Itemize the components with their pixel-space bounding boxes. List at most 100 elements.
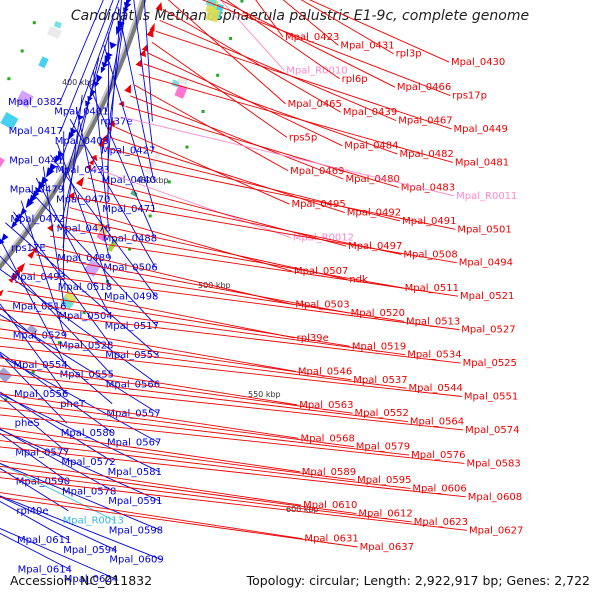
gene-label: Mpal_0465 — [288, 99, 342, 110]
gene-label: Mpal_0624 — [64, 574, 118, 585]
minus-strand-gene-arrow — [124, 84, 131, 94]
gene-leader-line — [20, 200, 66, 336]
functional-category-block — [174, 84, 188, 99]
gc-skew-marker — [240, 0, 244, 3]
gene-leader-line — [7, 290, 351, 347]
gene-leader-line — [117, 6, 155, 180]
gene-leader-line — [59, 0, 104, 103]
plus-strand-gene-arrow — [57, 150, 64, 159]
gene-leader-line — [0, 440, 411, 489]
minus-strand-gene-arrow — [90, 154, 98, 162]
gene-label: Mpal_0529 — [13, 331, 67, 342]
gene-label: Mpal_0423 — [285, 32, 339, 43]
gene-label: Mpal_0516 — [12, 301, 66, 312]
gene-leader-line — [75, 107, 110, 258]
gene-label: Mpal_0479 — [10, 185, 64, 196]
gene-leader-line — [155, 30, 452, 130]
minus-strand-gene-arrow — [16, 262, 26, 273]
gene-leader-line — [75, 197, 457, 264]
gene-leader-line — [0, 492, 303, 540]
gene-leader-line — [0, 255, 112, 375]
gene-leader-line — [0, 393, 160, 473]
gene-label: Mpal_0484 — [344, 141, 398, 152]
gene-leader-line — [0, 427, 300, 473]
functional-category-block — [153, 152, 161, 160]
gene-leader-line — [0, 393, 299, 439]
gene-leader-line — [139, 74, 453, 163]
gene-leader-line — [69, 207, 293, 272]
scale-tick-label: 600 kbp — [286, 505, 319, 514]
plus-strand-gene-arrow — [25, 198, 34, 209]
gene-leader-line — [0, 400, 354, 448]
gene-leader-line — [167, 0, 286, 105]
gene-label: Mpal_0467 — [398, 116, 452, 127]
gene-leader-line — [0, 477, 468, 531]
gene-leader-line — [106, 0, 122, 171]
gene-label: Mpal_0488 — [103, 233, 157, 244]
gene-leader-line — [87, 82, 156, 239]
minus-strand-gene-arrow — [10, 272, 18, 280]
gene-label: Mpal_0574 — [465, 425, 519, 436]
gene-leader-line — [0, 337, 407, 389]
minus-strand-gene-arrow — [146, 27, 154, 38]
gene-leader-line — [0, 496, 116, 551]
gene-label: Mpal_0489 — [57, 253, 111, 264]
gene-leader-line — [0, 528, 116, 580]
plus-strand-gene-arrow — [19, 208, 27, 217]
gene-label: Mpal_0614 — [18, 564, 72, 575]
gene-label: rpl3p — [396, 49, 422, 60]
gene-leader-line — [115, 126, 290, 205]
functional-category-block — [205, 7, 221, 23]
gc-skew-marker — [167, 180, 171, 184]
gene-label: Mpal_0595 — [357, 475, 411, 486]
gene-leader-line — [282, 0, 339, 46]
plus-strand-gene-arrow — [109, 41, 117, 50]
gene-label: Mpal_0495 — [291, 199, 345, 210]
gene-label: Mpal_0591 — [108, 496, 162, 507]
gene-leader-line — [56, 226, 403, 289]
gene-label: Mpal_0472 — [10, 214, 64, 225]
gene-label: Mpal_0610 — [303, 500, 357, 511]
gene-leader-line — [309, 0, 450, 63]
functional-category-block — [83, 259, 102, 277]
gene-leader-line — [61, 19, 114, 190]
gc-skew-marker — [201, 110, 205, 114]
gene-leader-line — [130, 95, 344, 180]
gene-leader-line — [0, 299, 406, 356]
gene-label: Mpal_0553 — [105, 350, 159, 361]
gene-leader-line — [60, 0, 114, 132]
gene-leader-line — [255, 0, 284, 38]
gene-label: Mpal_0527 — [461, 325, 515, 336]
gene-label: Mpal_0382 — [8, 97, 62, 108]
gene-label: Mpal_0546 — [298, 366, 352, 377]
gene-label: Mpal_0537 — [353, 375, 407, 386]
functional-category-block — [0, 155, 5, 169]
plus-strand-gene-arrow — [14, 217, 21, 225]
gc-skew-marker — [57, 341, 61, 345]
gene-label: Mpal_0555 — [60, 370, 114, 381]
gene-label: Mpal_0579 — [356, 442, 410, 453]
gene-label: Mpal_0482 — [400, 149, 454, 160]
gene-leader-line — [93, 167, 291, 239]
gene-leader-line — [0, 314, 159, 414]
gene-leader-line — [0, 429, 161, 502]
gene-leader-line — [159, 19, 397, 122]
gene-label: Mpal_0513 — [406, 316, 460, 327]
gc-skew-marker — [229, 36, 233, 40]
gene-leader-line — [143, 63, 398, 155]
gene-leader-line — [0, 433, 356, 481]
gene-leader-line — [0, 500, 70, 541]
gene-label: Mpal_0572 — [61, 457, 115, 468]
gene-label: Mpal_0544 — [409, 383, 463, 394]
gene-label: Mpal_0598 — [109, 525, 163, 536]
gc-skew-marker — [185, 145, 189, 149]
gene-label: Mpal_0439 — [343, 107, 397, 118]
gene-leader-line — [0, 391, 114, 463]
gene-leader-line — [0, 353, 67, 424]
gene-label: Mpal_0627 — [469, 525, 523, 536]
gene-leader-line — [125, 105, 399, 188]
gene-leader-line — [99, 157, 456, 230]
gene-leader-line — [103, 45, 155, 210]
gene-label: Mpal_0623 — [414, 517, 468, 528]
gene-label: Mpal_0433 — [55, 165, 109, 176]
